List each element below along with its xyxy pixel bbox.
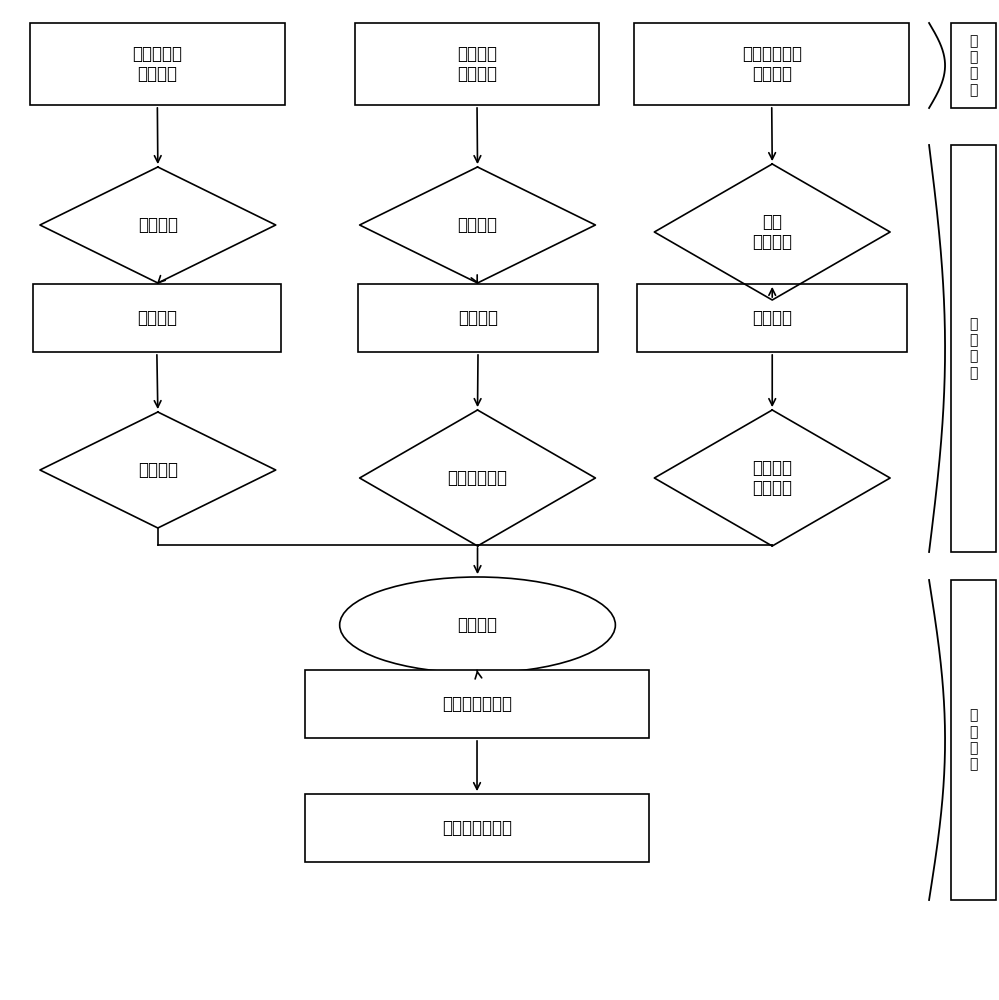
Text: 数
据
集
成: 数 据 集 成: [969, 709, 978, 771]
Polygon shape: [360, 410, 595, 546]
Bar: [637, 284, 907, 352]
Polygon shape: [40, 412, 276, 528]
Text: 彩色编码: 彩色编码: [138, 461, 178, 479]
Bar: [951, 23, 996, 108]
Text: 雷达遥感
图像数据: 雷达遥感 图像数据: [457, 45, 498, 83]
Text: 遥感地层
岩性解译: 遥感地层 岩性解译: [752, 459, 792, 497]
Bar: [305, 670, 649, 738]
Polygon shape: [360, 167, 595, 283]
Text: 温度分离: 温度分离: [138, 216, 178, 234]
Text: 高分辨率遥感
图像数据: 高分辨率遥感 图像数据: [741, 45, 802, 83]
Text: 投影变换和配准: 投影变换和配准: [442, 695, 512, 713]
Text: 数
据
处
理: 数 据 处 理: [969, 317, 978, 380]
Bar: [355, 23, 599, 105]
Polygon shape: [654, 164, 890, 300]
Text: 数
据
获
取: 数 据 获 取: [969, 34, 978, 97]
Text: 干涉数据: 干涉数据: [458, 309, 499, 327]
Bar: [951, 145, 996, 552]
Polygon shape: [40, 167, 276, 283]
Text: 多元
彩色变换: 多元 彩色变换: [752, 213, 792, 251]
Text: 地热资源的位置: 地热资源的位置: [442, 819, 512, 837]
Text: 变换数据: 变换数据: [752, 309, 792, 327]
Bar: [358, 284, 598, 352]
Bar: [305, 794, 649, 862]
Bar: [951, 580, 996, 900]
Bar: [634, 23, 909, 105]
Text: 温度数据: 温度数据: [137, 309, 177, 327]
Polygon shape: [654, 410, 890, 546]
Text: 多光谱遥感
图像数据: 多光谱遥感 图像数据: [132, 45, 183, 83]
Bar: [30, 23, 285, 105]
Text: 干涉处理: 干涉处理: [458, 216, 498, 234]
Text: 地质构造解译: 地质构造解译: [448, 469, 507, 487]
Text: 信息叠加: 信息叠加: [458, 616, 498, 634]
Bar: [33, 284, 281, 352]
Ellipse shape: [340, 577, 615, 673]
